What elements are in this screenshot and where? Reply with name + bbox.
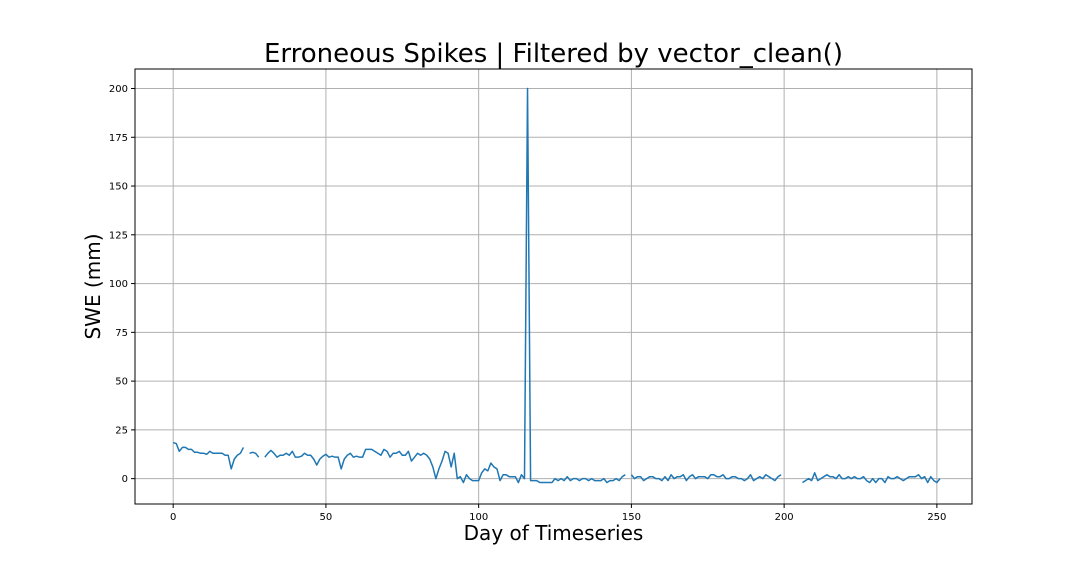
x-tick-label: 150 (622, 512, 641, 523)
x-tick-label: 250 (927, 512, 946, 523)
y-tick-label: 150 (109, 182, 128, 193)
y-axis-label: SWE (mm) (81, 233, 105, 339)
x-tick-label: 200 (775, 512, 794, 523)
plot-frame (134, 68, 973, 505)
y-tick-label: 175 (109, 133, 128, 144)
y-tick-label: 125 (109, 230, 128, 241)
y-tick-label: 25 (115, 425, 128, 436)
y-tick-label: 0 (122, 474, 128, 485)
y-tick-label: 50 (115, 377, 128, 388)
chart-title: Erroneous Spikes | Filtered by vector_cl… (264, 39, 843, 69)
x-tick-label: 100 (469, 512, 488, 523)
x-tick-label: 0 (170, 512, 176, 523)
axis-ticks: 0 50 100 150 200 250 0 25 50 75 100 125 150 175 200 (109, 84, 947, 523)
series-line (172, 87, 941, 484)
x-tick-label: 50 (320, 512, 333, 523)
y-tick-label: 200 (109, 84, 128, 95)
y-tick-label: 75 (115, 328, 128, 339)
y-tick-label: 100 (109, 279, 128, 290)
grid (135, 69, 972, 504)
x-axis-label: Day of Timeseries (464, 521, 644, 545)
